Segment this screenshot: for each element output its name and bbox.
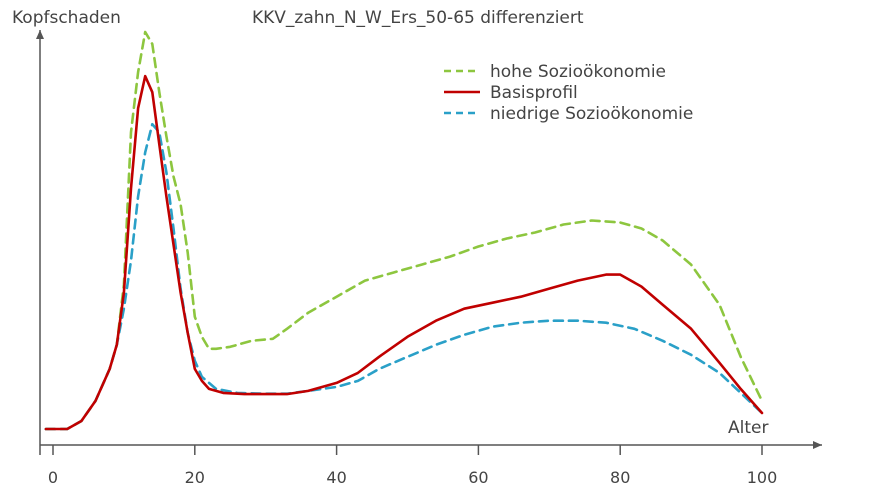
legend-label: Basisprofil — [490, 83, 578, 103]
x-tick-label: 100 — [747, 468, 778, 487]
series-layer — [44, 30, 764, 431]
series-line-hohe-sozio-konomie — [44, 30, 764, 431]
x-axis-label: Alter — [728, 418, 768, 438]
x-tick-label: 0 — [48, 468, 58, 487]
legend-label: niedrige Sozioökonomie — [490, 104, 693, 124]
y-axis-label: Kopfschaden — [12, 8, 121, 28]
x-tick-label: 60 — [468, 468, 488, 487]
legend-item: hohe Sozioökonomie — [444, 62, 666, 82]
x-ticks: 0 20 40 60 80 100 — [48, 445, 777, 487]
series-line-niedrige-sozio-konomie — [44, 122, 764, 431]
legend-item: niedrige Sozioökonomie — [444, 104, 693, 124]
x-tick-label: 40 — [326, 468, 346, 487]
series-line-basisprofil — [44, 74, 764, 431]
legend-label: hohe Sozioökonomie — [490, 62, 666, 82]
x-tick-label: 20 — [185, 468, 205, 487]
legend-item: Basisprofil — [444, 83, 578, 103]
x-tick-label: 80 — [610, 468, 630, 487]
chart-title: KKV_zahn_N_W_Ers_50-65 differenziert — [252, 8, 584, 28]
